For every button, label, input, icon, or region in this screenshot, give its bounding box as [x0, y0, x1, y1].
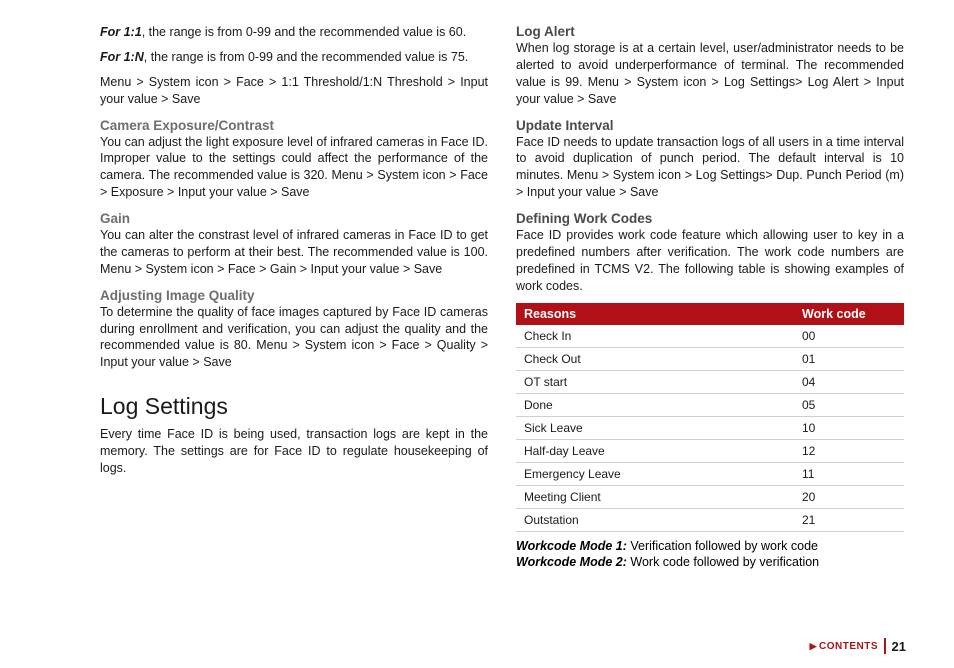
- table-row: Sick Leave10: [516, 416, 904, 439]
- table-row: Done05: [516, 393, 904, 416]
- table-cell-code: 05: [794, 393, 904, 416]
- table-row: Check Out01: [516, 347, 904, 370]
- quality-heading: Adjusting Image Quality: [100, 288, 488, 303]
- table-cell-reason: Outstation: [516, 508, 794, 531]
- table-cell-code: 20: [794, 485, 904, 508]
- page-footer: ▶CONTENTS 21: [810, 638, 906, 654]
- contents-label: CONTENTS: [819, 641, 878, 652]
- log-settings-title: Log Settings: [100, 393, 488, 420]
- table-cell-reason: Half-day Leave: [516, 439, 794, 462]
- for-11-text: , the range is from 0-99 and the recomme…: [142, 25, 467, 39]
- contents-link[interactable]: ▶CONTENTS: [810, 641, 878, 652]
- update-interval-heading: Update Interval: [516, 118, 904, 133]
- mode1-text: Verification followed by work code: [627, 539, 818, 553]
- mode1-label: Workcode Mode 1:: [516, 539, 627, 553]
- table-cell-reason: Check Out: [516, 347, 794, 370]
- workcode-mode-1: Workcode Mode 1: Verification followed b…: [516, 538, 904, 555]
- gain-paragraph: You can alter the constrast level of inf…: [100, 227, 488, 278]
- for-11-paragraph: For 1:1, the range is from 0-99 and the …: [100, 24, 488, 41]
- log-intro-paragraph: Every time Face ID is being used, transa…: [100, 426, 488, 477]
- update-interval-paragraph: Face ID needs to update transaction logs…: [516, 134, 904, 202]
- table-cell-code: 11: [794, 462, 904, 485]
- left-column: For 1:1, the range is from 0-99 and the …: [100, 24, 488, 571]
- table-cell-reason: Sick Leave: [516, 416, 794, 439]
- work-codes-heading: Defining Work Codes: [516, 211, 904, 226]
- mode2-label: Workcode Mode 2:: [516, 555, 627, 569]
- table-cell-reason: OT start: [516, 370, 794, 393]
- for-11-label: For 1:1: [100, 25, 142, 39]
- camera-heading: Camera Exposure/Contrast: [100, 118, 488, 133]
- table-cell-code: 01: [794, 347, 904, 370]
- workcode-mode-2: Workcode Mode 2: Work code followed by v…: [516, 554, 904, 571]
- for-1n-label: For 1:N: [100, 50, 144, 64]
- table-cell-code: 21: [794, 508, 904, 531]
- table-row: Half-day Leave12: [516, 439, 904, 462]
- table-row: Meeting Client20: [516, 485, 904, 508]
- table-cell-code: 00: [794, 325, 904, 348]
- work-codes-table: Reasons Work code Check In00Check Out01O…: [516, 303, 904, 532]
- table-cell-reason: Meeting Client: [516, 485, 794, 508]
- table-header-code: Work code: [794, 303, 904, 325]
- table-cell-code: 04: [794, 370, 904, 393]
- for-1n-text: , the range is from 0-99 and the recomme…: [144, 50, 469, 64]
- triangle-icon: ▶: [810, 641, 817, 651]
- log-alert-heading: Log Alert: [516, 24, 904, 39]
- for-1n-paragraph: For 1:N, the range is from 0-99 and the …: [100, 49, 488, 66]
- table-cell-code: 10: [794, 416, 904, 439]
- table-cell-reason: Emergency Leave: [516, 462, 794, 485]
- right-column: Log Alert When log storage is at a certa…: [516, 24, 904, 571]
- table-cell-code: 12: [794, 439, 904, 462]
- table-cell-reason: Done: [516, 393, 794, 416]
- table-row: OT start04: [516, 370, 904, 393]
- work-codes-tbody: Check In00Check Out01OT start04Done05Sic…: [516, 325, 904, 532]
- log-alert-paragraph: When log storage is at a certain level, …: [516, 40, 904, 108]
- camera-paragraph: You can adjust the light exposure level …: [100, 134, 488, 202]
- threshold-path: Menu > System icon > Face > 1:1 Threshol…: [100, 74, 488, 108]
- quality-paragraph: To determine the quality of face images …: [100, 304, 488, 372]
- table-header-reasons: Reasons: [516, 303, 794, 325]
- gain-heading: Gain: [100, 211, 488, 226]
- table-row: Check In00: [516, 325, 904, 348]
- table-row: Emergency Leave11: [516, 462, 904, 485]
- page-number: 21: [892, 639, 906, 654]
- work-codes-paragraph: Face ID provides work code feature which…: [516, 227, 904, 295]
- table-row: Outstation21: [516, 508, 904, 531]
- table-cell-reason: Check In: [516, 325, 794, 348]
- footer-divider: [884, 638, 886, 654]
- mode2-text: Work code followed by verification: [627, 555, 819, 569]
